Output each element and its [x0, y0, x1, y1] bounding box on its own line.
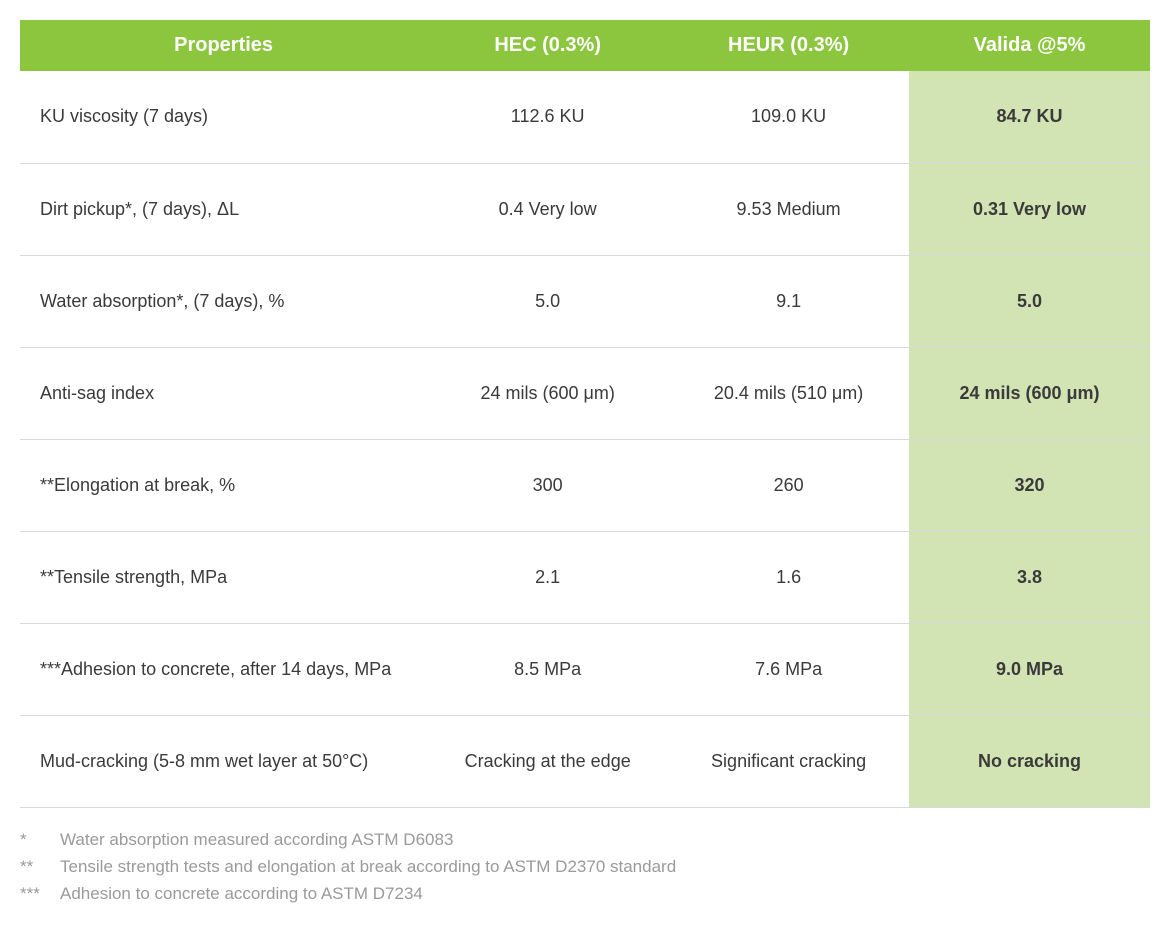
valida-cell: 9.0 MPa — [909, 623, 1150, 715]
heur-cell: 7.6 MPa — [668, 623, 909, 715]
property-cell: Water absorption*, (7 days), % — [20, 255, 427, 347]
table-row: KU viscosity (7 days) 112.6 KU 109.0 KU … — [20, 71, 1150, 163]
col-header-heur: HEUR (0.3%) — [668, 20, 909, 71]
table-row: ***Adhesion to concrete, after 14 days, … — [20, 623, 1150, 715]
table-row: Water absorption*, (7 days), % 5.0 9.1 5… — [20, 255, 1150, 347]
heur-cell: 9.1 — [668, 255, 909, 347]
footnote-text: Adhesion to concrete according to ASTM D… — [60, 880, 423, 907]
footnote-row: * Water absorption measured according AS… — [20, 826, 1150, 853]
hec-cell: 8.5 MPa — [427, 623, 668, 715]
valida-cell: 3.8 — [909, 531, 1150, 623]
table-header-row: Properties HEC (0.3%) HEUR (0.3%) Valida… — [20, 20, 1150, 71]
table-row: Mud-cracking (5-8 mm wet layer at 50°C) … — [20, 715, 1150, 807]
property-cell: **Elongation at break, % — [20, 439, 427, 531]
table-row: **Tensile strength, MPa 2.1 1.6 3.8 — [20, 531, 1150, 623]
valida-cell: No cracking — [909, 715, 1150, 807]
comparison-table-container: Properties HEC (0.3%) HEUR (0.3%) Valida… — [20, 20, 1150, 907]
footnote-text: Tensile strength tests and elongation at… — [60, 853, 676, 880]
table-row: **Elongation at break, % 300 260 320 — [20, 439, 1150, 531]
heur-cell: 260 — [668, 439, 909, 531]
footnote-mark: ** — [20, 853, 60, 880]
property-cell: **Tensile strength, MPa — [20, 531, 427, 623]
hec-cell: 112.6 KU — [427, 71, 668, 163]
heur-cell: 109.0 KU — [668, 71, 909, 163]
footnote-text: Water absorption measured according ASTM… — [60, 826, 453, 853]
hec-cell: 0.4 Very low — [427, 163, 668, 255]
heur-cell: 9.53 Medium — [668, 163, 909, 255]
property-cell: Dirt pickup*, (7 days), ΔL — [20, 163, 427, 255]
table-row: Dirt pickup*, (7 days), ΔL 0.4 Very low … — [20, 163, 1150, 255]
properties-table: Properties HEC (0.3%) HEUR (0.3%) Valida… — [20, 20, 1150, 808]
footnote-mark: *** — [20, 880, 60, 907]
col-header-valida: Valida @5% — [909, 20, 1150, 71]
hec-cell: 300 — [427, 439, 668, 531]
hec-cell: 5.0 — [427, 255, 668, 347]
property-cell: Anti-sag index — [20, 347, 427, 439]
valida-cell: 24 mils (600 μm) — [909, 347, 1150, 439]
table-row: Anti-sag index 24 mils (600 μm) 20.4 mil… — [20, 347, 1150, 439]
heur-cell: 1.6 — [668, 531, 909, 623]
valida-cell: 0.31 Very low — [909, 163, 1150, 255]
footnote-row: ** Tensile strength tests and elongation… — [20, 853, 1150, 880]
property-cell: Mud-cracking (5-8 mm wet layer at 50°C) — [20, 715, 427, 807]
property-cell: KU viscosity (7 days) — [20, 71, 427, 163]
hec-cell: Cracking at the edge — [427, 715, 668, 807]
heur-cell: Significant cracking — [668, 715, 909, 807]
col-header-properties: Properties — [20, 20, 427, 71]
hec-cell: 2.1 — [427, 531, 668, 623]
valida-cell: 84.7 KU — [909, 71, 1150, 163]
heur-cell: 20.4 mils (510 μm) — [668, 347, 909, 439]
property-cell: ***Adhesion to concrete, after 14 days, … — [20, 623, 427, 715]
footnote-row: *** Adhesion to concrete according to AS… — [20, 880, 1150, 907]
col-header-hec: HEC (0.3%) — [427, 20, 668, 71]
footnotes: * Water absorption measured according AS… — [20, 826, 1150, 908]
hec-cell: 24 mils (600 μm) — [427, 347, 668, 439]
valida-cell: 5.0 — [909, 255, 1150, 347]
footnote-mark: * — [20, 826, 60, 853]
valida-cell: 320 — [909, 439, 1150, 531]
